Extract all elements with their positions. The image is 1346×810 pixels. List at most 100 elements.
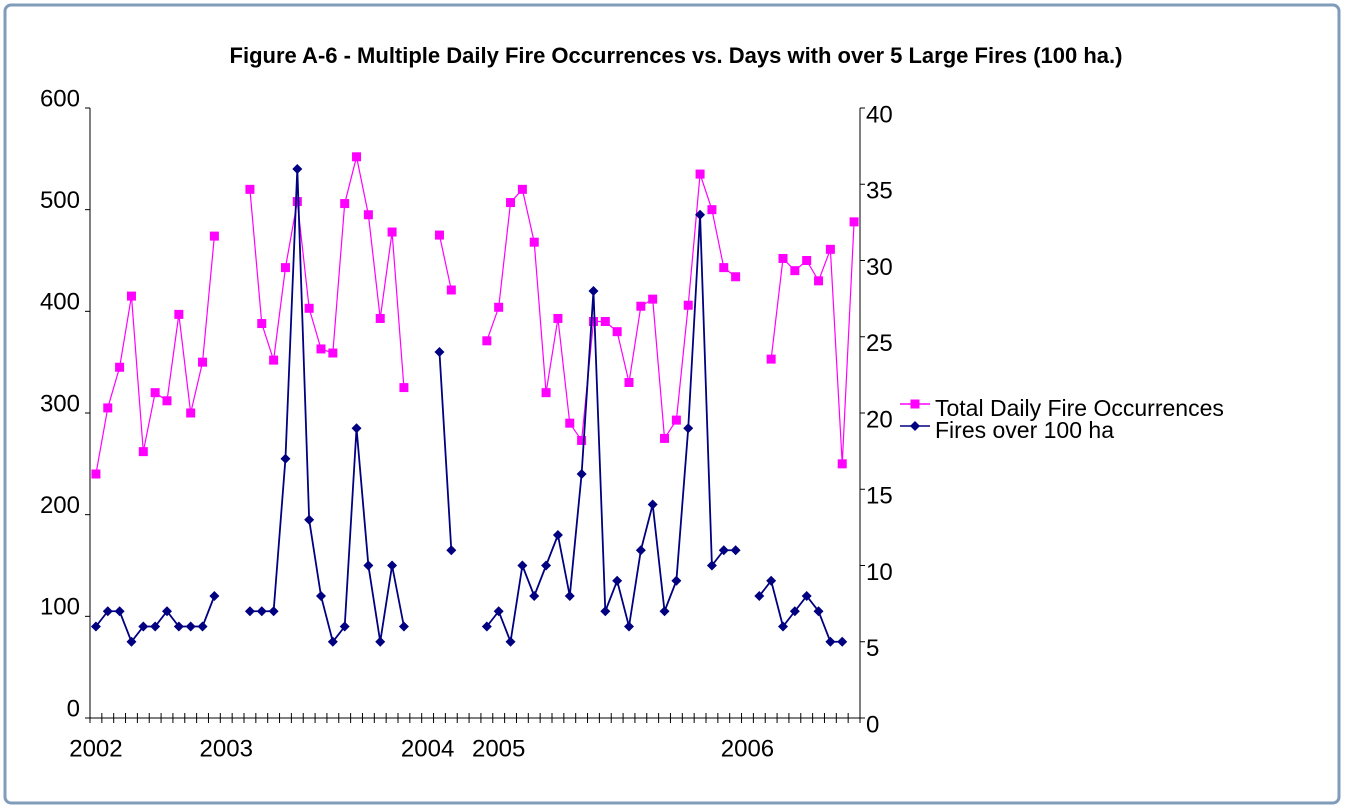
marker	[695, 169, 705, 179]
marker	[399, 383, 409, 393]
marker	[612, 575, 623, 586]
marker	[363, 210, 373, 220]
marker	[150, 621, 161, 632]
marker	[849, 217, 859, 227]
x-tick-label: 2006	[721, 735, 774, 762]
y-tick-label: 400	[40, 289, 80, 316]
marker	[339, 621, 350, 632]
y2-tick-label: 10	[866, 559, 893, 586]
marker	[766, 354, 776, 364]
y-tick-label: 0	[67, 695, 80, 722]
marker	[174, 309, 184, 319]
marker	[280, 453, 291, 464]
marker	[363, 560, 374, 571]
marker	[588, 286, 599, 296]
y2-tick-label: 20	[866, 406, 893, 433]
marker	[706, 560, 717, 571]
marker	[588, 317, 598, 326]
marker	[577, 435, 587, 445]
marker	[719, 263, 729, 273]
marker	[115, 362, 125, 372]
y2-tick-label: 5	[866, 635, 879, 662]
marker	[209, 591, 220, 601]
y-tick-label: 200	[40, 492, 80, 519]
marker	[660, 433, 670, 443]
marker	[506, 198, 516, 208]
marker	[648, 294, 658, 304]
marker	[256, 606, 267, 617]
marker	[517, 184, 527, 194]
marker	[150, 388, 160, 398]
y2-tick-label: 25	[866, 330, 893, 357]
marker	[138, 621, 149, 632]
marker	[162, 396, 172, 406]
marker	[162, 606, 172, 617]
x-tick-label: 2002	[69, 735, 122, 762]
marker	[718, 545, 729, 556]
marker	[186, 408, 196, 418]
marker	[683, 423, 694, 434]
marker	[600, 317, 610, 326]
marker	[481, 621, 492, 632]
marker	[446, 285, 456, 295]
marker	[778, 621, 788, 632]
marker	[269, 355, 279, 365]
frame	[3, 3, 1341, 805]
marker	[624, 621, 634, 632]
marker	[766, 575, 777, 586]
x-tick-label: 2005	[472, 735, 525, 762]
marker	[209, 231, 219, 241]
marker	[778, 253, 788, 263]
marker	[198, 357, 208, 367]
marker	[730, 545, 741, 556]
marker	[671, 575, 682, 586]
marker	[185, 621, 196, 632]
marker	[647, 499, 658, 510]
marker	[173, 621, 184, 632]
marker	[790, 266, 800, 276]
marker	[553, 313, 563, 323]
marker	[304, 514, 315, 525]
marker	[837, 636, 848, 647]
marker	[493, 606, 504, 617]
y2-tick-label: 35	[866, 178, 893, 205]
marker	[90, 621, 101, 632]
marker	[114, 606, 125, 617]
marker	[103, 403, 113, 413]
marker	[813, 606, 824, 617]
marker	[398, 621, 409, 632]
marker	[304, 303, 314, 313]
marker	[671, 415, 681, 425]
x-tick-label: 2003	[200, 735, 253, 762]
marker	[197, 621, 208, 632]
marker	[126, 291, 136, 301]
y2-tick-label: 30	[866, 254, 893, 281]
marker	[707, 205, 717, 215]
marker	[387, 560, 398, 571]
marker	[789, 606, 800, 617]
marker	[375, 313, 385, 323]
marker	[257, 319, 267, 329]
y2-tick-label: 0	[866, 711, 879, 738]
y-tick-label: 100	[40, 594, 80, 621]
legend-label: Fires over 100 ha	[935, 417, 1114, 443]
marker	[268, 606, 279, 617]
marker	[552, 530, 563, 540]
marker	[636, 301, 646, 311]
marker	[565, 418, 575, 428]
marker	[316, 591, 326, 601]
y-tick-label: 600	[40, 85, 80, 112]
y2-tick-label: 15	[866, 483, 893, 510]
marker	[102, 606, 113, 617]
marker	[482, 336, 492, 346]
marker	[316, 344, 326, 354]
marker	[564, 591, 575, 601]
marker	[754, 591, 765, 601]
marker	[910, 421, 920, 431]
marker	[802, 256, 812, 265]
marker	[600, 606, 611, 617]
marker	[494, 302, 504, 312]
x-tick-label: 2004	[401, 735, 454, 762]
marker	[328, 348, 338, 358]
